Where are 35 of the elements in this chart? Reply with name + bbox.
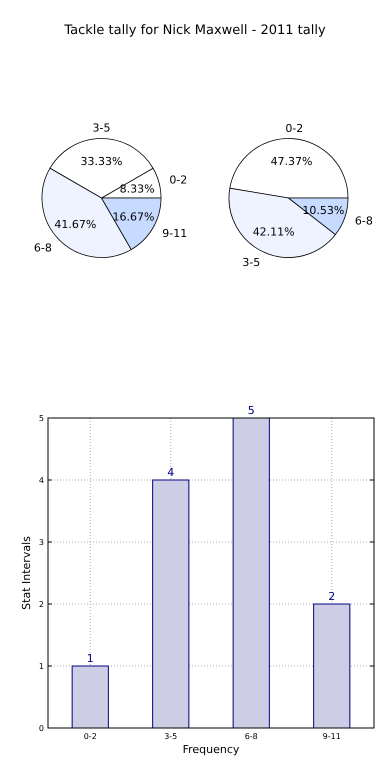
slice-label: 9-11 bbox=[162, 226, 188, 240]
slice-label: 0-2 bbox=[169, 174, 188, 187]
bar bbox=[313, 604, 350, 728]
data-label: 10.53% bbox=[302, 204, 344, 217]
chart-title: Tackle tally for Nick Maxwell - 2011 tally bbox=[63, 23, 326, 38]
bar bbox=[232, 418, 270, 728]
x-tick-label: 9-11 bbox=[322, 732, 341, 741]
data-label: 1 bbox=[86, 652, 94, 665]
slice-label: 6-8 bbox=[354, 214, 373, 228]
data-label: 8.33% bbox=[120, 182, 155, 196]
x-axis-title: Frequency bbox=[182, 743, 240, 756]
slice-label: 3-5 bbox=[242, 256, 260, 270]
slice-label: 6-8 bbox=[34, 241, 52, 254]
x-tick-label: 0-2 bbox=[84, 732, 97, 741]
data-label: 16.67% bbox=[112, 210, 154, 224]
bar bbox=[152, 480, 190, 728]
y-tick-label: 0 bbox=[38, 724, 44, 733]
data-label: 33.33% bbox=[80, 154, 122, 168]
y-tick-label: 5 bbox=[38, 414, 44, 423]
y-tick-label: 3 bbox=[38, 538, 44, 547]
data-label: 42.11% bbox=[252, 226, 295, 239]
data-label: 47.37% bbox=[270, 155, 313, 168]
slice-label: 0-2 bbox=[285, 122, 304, 135]
data-label: 2 bbox=[328, 590, 336, 603]
slice-label: 3-5 bbox=[92, 122, 111, 135]
data-label: 5 bbox=[248, 404, 255, 417]
bar bbox=[72, 666, 109, 728]
y-axis-title: Stat Intervals bbox=[20, 536, 33, 610]
y-tick-label: 2 bbox=[38, 600, 44, 609]
data-label: 4 bbox=[167, 466, 174, 479]
data-label: 41.67% bbox=[54, 218, 96, 231]
x-tick-label: 6-8 bbox=[244, 732, 258, 741]
y-tick-label: 1 bbox=[38, 662, 44, 671]
y-tick-label: 4 bbox=[38, 476, 44, 485]
x-tick-label: 3-5 bbox=[164, 732, 178, 741]
